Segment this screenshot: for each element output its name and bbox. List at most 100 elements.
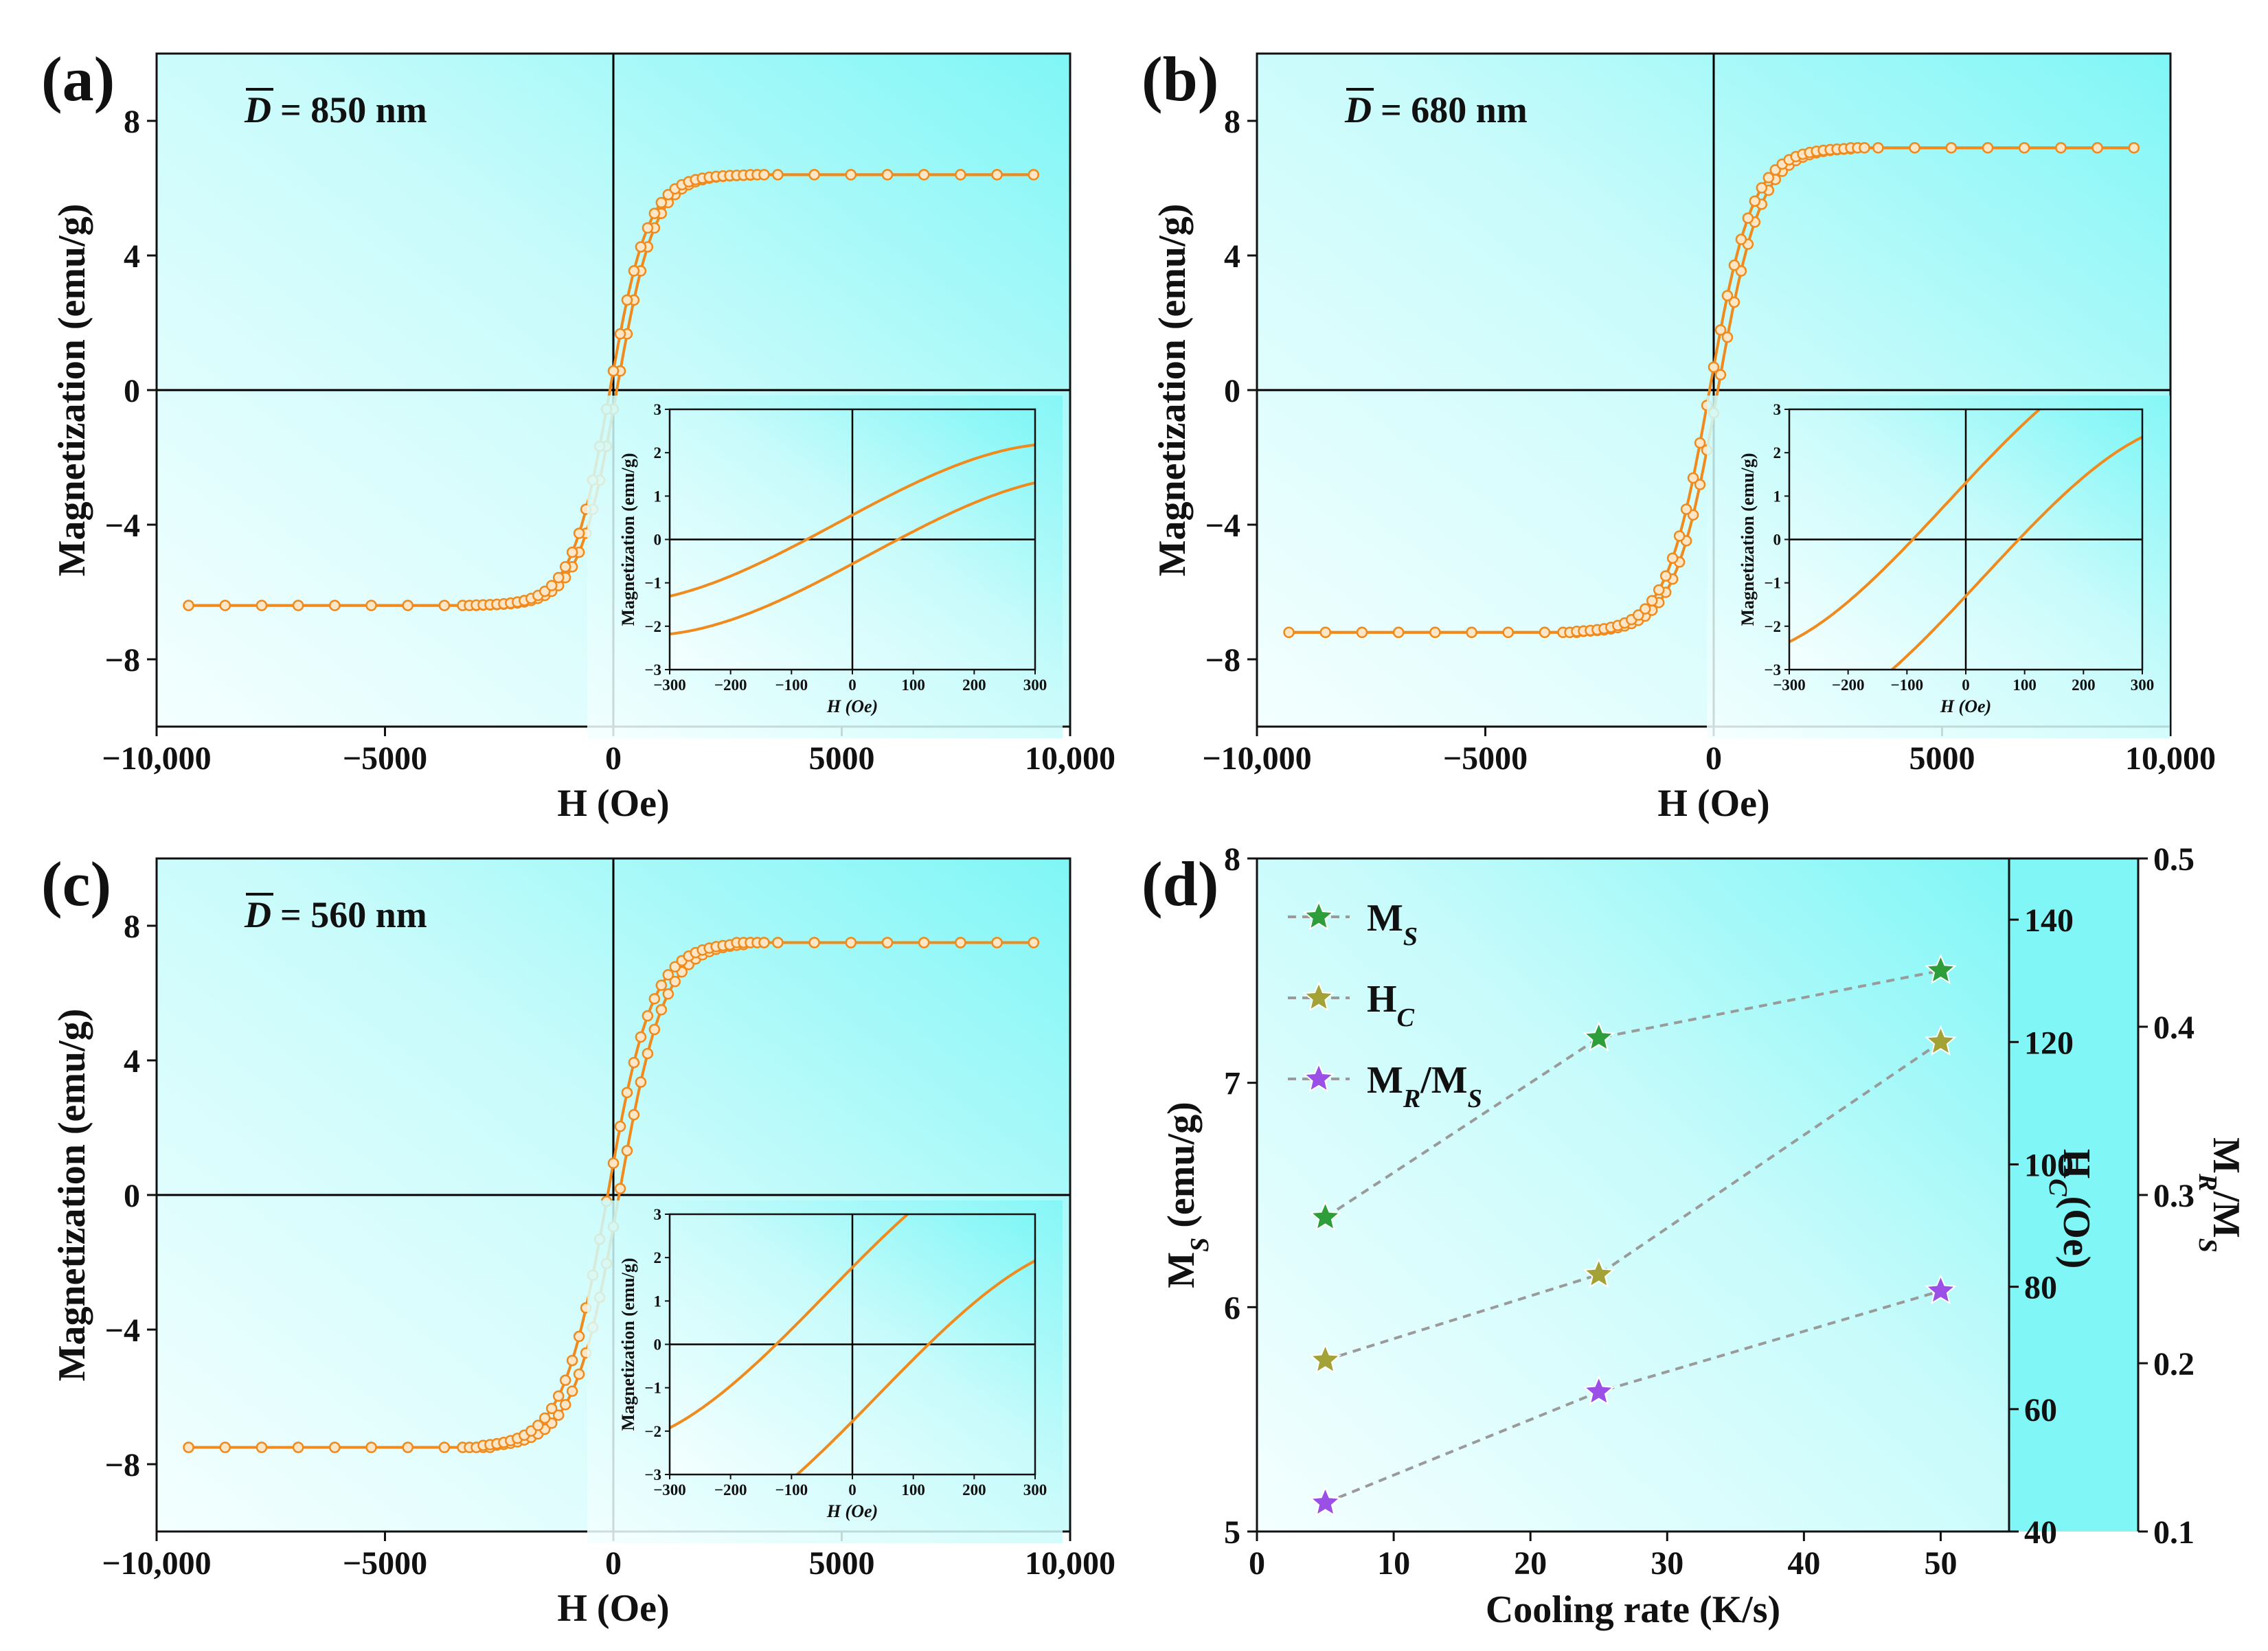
- data-point: [621, 1086, 633, 1099]
- legend-sub: R: [1403, 1084, 1420, 1113]
- series-point-Hc: [1309, 1343, 1341, 1374]
- y2-tick-label: 40: [2024, 1514, 2057, 1551]
- y-axis-title: Magnetization (emu/g): [1151, 204, 1194, 577]
- x-tick-label: 20: [1514, 1545, 1547, 1582]
- inset-ascending-branch: [795, 1260, 1035, 1474]
- inset-y-tick-label: −3: [644, 1466, 661, 1483]
- data-point: [991, 169, 1003, 181]
- data-point: [648, 993, 661, 1005]
- y-tick-label: −8: [105, 642, 140, 679]
- data-point: [1909, 141, 1920, 154]
- data-point: [1633, 609, 1644, 621]
- y1-tick-label: 8: [1224, 841, 1240, 878]
- x-tick-label: −10,000: [102, 740, 211, 777]
- data-point: [628, 265, 640, 277]
- inset-y-tick-label: −2: [1764, 618, 1781, 635]
- inset-descending-branch: [670, 443, 1035, 598]
- inset-x-tick-label: 100: [2012, 676, 2037, 694]
- data-point: [1502, 626, 1514, 639]
- y-tick-label: 4: [124, 238, 140, 275]
- legend-main: M: [1367, 897, 1403, 940]
- series-point-Ms: [1925, 953, 1957, 985]
- y-tick-label: 4: [124, 1043, 140, 1080]
- annotation-text: = 850 nm: [280, 89, 427, 130]
- data-point: [642, 1047, 654, 1060]
- x-axis-title: Cooling rate (K/s): [1486, 1589, 1780, 1631]
- data-point: [648, 1023, 661, 1036]
- inset-x-tick-label: 0: [1962, 676, 1970, 694]
- panel-d: 0 10 20 30 40 50 5 6 7 8 40 60 80 100 120 140 0.1 0.2 0.3 0…: [1142, 841, 2247, 1631]
- data-point: [256, 600, 268, 611]
- data-point: [662, 988, 674, 1000]
- data-point: [635, 1031, 647, 1043]
- inset-y-tick-label: −2: [644, 618, 661, 635]
- panel-label: (d): [1142, 849, 1218, 919]
- x-tick-label: 30: [1651, 1545, 1683, 1582]
- inset-x-tick-label: −200: [714, 1481, 747, 1499]
- inset-y-tick-label: 0: [654, 1336, 662, 1354]
- data-point: [552, 571, 565, 584]
- data-point: [845, 937, 857, 948]
- data-point: [183, 600, 194, 611]
- inset-y-tick-label: −1: [644, 575, 661, 592]
- x-tick-label: 10: [1377, 1545, 1410, 1582]
- data-point: [1721, 331, 1734, 343]
- inset-y-title: Magnetization (emu/g): [618, 453, 638, 626]
- data-point: [607, 1157, 620, 1169]
- y3-tick-label: 0.2: [2153, 1346, 2195, 1382]
- inset-y-tick-label: −1: [1764, 575, 1781, 592]
- data-point: [573, 1368, 585, 1380]
- data-point: [1859, 141, 1870, 154]
- data-point: [365, 1442, 377, 1453]
- data-point: [532, 1420, 544, 1431]
- inset-ascending-branch: [1890, 435, 2142, 670]
- annotation-symbol: D: [1344, 89, 1372, 130]
- legend-sub: S: [1403, 922, 1418, 951]
- y-tick-label: −8: [105, 1447, 140, 1483]
- inset-x-tick-label: 0: [848, 676, 857, 694]
- inset-x-tick-label: −300: [653, 1481, 686, 1499]
- series-point-Ms: [1583, 1021, 1615, 1052]
- x-tick-label: 5000: [809, 740, 875, 777]
- data-point: [292, 1442, 304, 1453]
- data-point: [648, 207, 661, 219]
- inset-x-tick-label: 100: [901, 1481, 925, 1499]
- data-point: [1680, 503, 1692, 515]
- data-point: [881, 937, 894, 948]
- data-point: [655, 196, 668, 209]
- inset-ascending-branch: [670, 481, 1035, 636]
- data-point: [772, 937, 784, 948]
- data-point: [628, 1056, 640, 1069]
- data-point: [635, 241, 647, 253]
- data-point: [628, 1108, 640, 1121]
- y2-tick-label: 140: [2024, 902, 2074, 939]
- legend-sub2: S: [1468, 1084, 1482, 1113]
- annotation-symbol: D: [244, 89, 271, 130]
- y-tick-label: 0: [124, 1178, 140, 1214]
- legend-marker-Ms: [1302, 900, 1335, 931]
- data-point: [614, 1183, 626, 1194]
- x-axis-title: H (Oe): [557, 782, 669, 825]
- y2-tick-label: 120: [2024, 1025, 2074, 1061]
- inset-x-tick-label: 100: [901, 676, 925, 694]
- data-point: [621, 1145, 633, 1157]
- inset-y-tick-label: −1: [644, 1380, 661, 1397]
- x-tick-label: −10,000: [102, 1545, 211, 1582]
- inset-x-tick-label: 300: [2131, 676, 2155, 694]
- y2-title-main: H: [2055, 1149, 2098, 1179]
- series-point-Mr/Ms: [1309, 1485, 1341, 1517]
- data-point: [552, 1390, 565, 1402]
- data-point: [1673, 530, 1686, 542]
- data-point: [1687, 472, 1699, 484]
- data-point: [1028, 169, 1040, 181]
- data-point: [329, 1442, 341, 1453]
- data-point: [402, 600, 413, 611]
- x-tick-label: −5000: [343, 740, 427, 777]
- series-point-Mr/Ms: [1583, 1375, 1615, 1406]
- data-point: [621, 294, 633, 306]
- inset-x-tick-label: 200: [962, 676, 986, 694]
- panel-c: −10,000 −5000 0 5000 10,000 −8 −4 0 4 8 H (Oe) Magn…: [41, 849, 1115, 1630]
- x-tick-label: 5000: [1909, 740, 1975, 777]
- panel-label: (a): [41, 44, 115, 114]
- x-tick-label: 10,000: [1025, 1545, 1115, 1582]
